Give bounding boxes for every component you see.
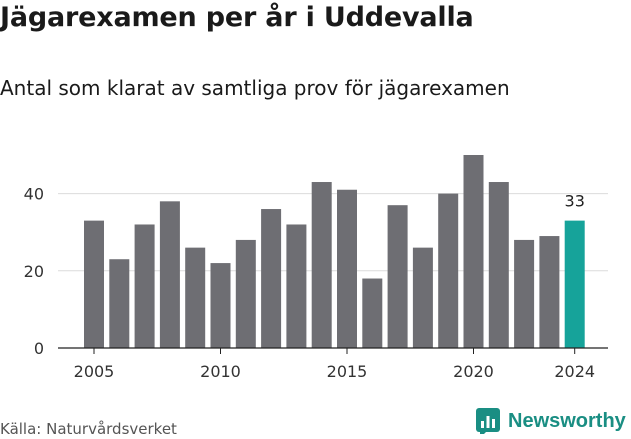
bar-2005 — [84, 220, 104, 348]
bar-2020 — [463, 155, 484, 348]
bar-chart: 0 20 40 2005 2010 2015 2020 2024 33 — [24, 155, 608, 381]
y-tick-label: 0 — [34, 339, 44, 358]
bar-2019 — [438, 193, 459, 348]
bar-chart-logo-icon — [476, 408, 500, 434]
bar-2022 — [514, 239, 535, 348]
source-note: Källa: Naturvårdsverket — [0, 420, 177, 438]
bar-2015 — [337, 189, 357, 348]
bar-layer — [84, 155, 585, 348]
x-tick-label: 2010 — [200, 362, 241, 381]
data-label-highlight: 33 — [565, 192, 585, 211]
chart-title: Jägarexamen per år i Uddevalla — [0, 2, 474, 33]
y-tick-label: 40 — [24, 185, 44, 204]
bar-2021 — [488, 182, 509, 348]
y-tick-label: 20 — [24, 262, 44, 281]
bar-2017 — [387, 205, 408, 348]
bar-2016 — [362, 278, 383, 348]
bar-2007 — [134, 224, 155, 348]
x-tick-label: 2020 — [453, 362, 494, 381]
bar-2018 — [412, 247, 433, 348]
bar-2010 — [210, 263, 231, 348]
bar-2008 — [159, 201, 180, 348]
x-tick-label: 2015 — [327, 362, 368, 381]
bar-2023 — [539, 236, 560, 348]
label-layer: 0 20 40 2005 2010 2015 2020 2024 33 — [24, 185, 595, 381]
bar-2006 — [109, 259, 130, 348]
bar-2014 — [311, 182, 332, 348]
x-tick-label: 2005 — [74, 362, 115, 381]
x-tick-label: 2024 — [554, 362, 595, 381]
bar-2013 — [286, 224, 307, 348]
brand-name: Newsworthy — [508, 409, 626, 432]
bar-2009 — [185, 247, 206, 348]
bar-2012 — [261, 209, 282, 348]
brand-logo[interactable]: Newsworthy — [476, 408, 626, 434]
bar-2011 — [235, 239, 256, 348]
bar-2024 — [564, 220, 585, 348]
chart-subtitle: Antal som klarat av samtliga prov för jä… — [0, 76, 510, 100]
axis-layer — [58, 347, 608, 354]
